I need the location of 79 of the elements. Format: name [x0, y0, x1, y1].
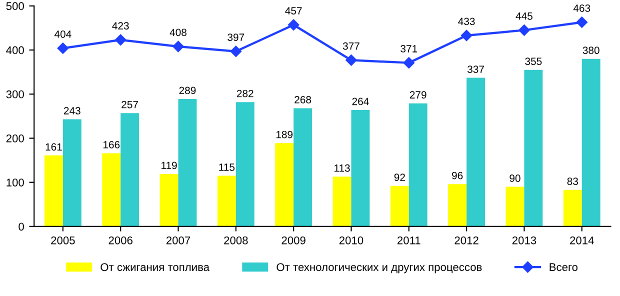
- bar: [506, 186, 524, 226]
- point: [576, 16, 588, 28]
- point: [346, 54, 357, 66]
- data-label: 257: [122, 100, 138, 108]
- data-label: 268: [294, 96, 312, 104]
- y-tick-label: 300: [6, 90, 24, 98]
- bar: [351, 110, 370, 226]
- data-label: 380: [582, 46, 600, 54]
- data-label: 282: [236, 90, 254, 98]
- bar: [44, 155, 63, 226]
- point: [114, 34, 126, 46]
- bar: [390, 186, 409, 226]
- bar: [582, 58, 600, 226]
- data-label: 92: [394, 174, 405, 182]
- point: [57, 42, 69, 54]
- point: [230, 46, 242, 57]
- data-label: 289: [179, 86, 196, 94]
- bar: [448, 184, 467, 226]
- data-label: 96: [452, 172, 463, 180]
- data-label: 463: [573, 4, 590, 12]
- data-label: 408: [170, 28, 186, 36]
- y-tick-label: 400: [6, 46, 24, 54]
- point: [460, 30, 472, 42]
- legend-label: Всего: [550, 263, 578, 272]
- data-label: 397: [228, 34, 244, 41]
- data-label: 371: [400, 45, 418, 52]
- bar: [62, 119, 82, 226]
- y-tick-label: 100: [6, 178, 24, 186]
- x-tick-label: 2006: [108, 236, 132, 244]
- bar: [524, 70, 543, 226]
- x-tick-label: 2007: [166, 236, 190, 244]
- data-label: 377: [342, 42, 360, 50]
- data-label: 404: [54, 30, 72, 38]
- x-tick-label: 2013: [512, 236, 536, 244]
- x-tick-label: 2014: [570, 236, 594, 244]
- point: [518, 24, 530, 36]
- bar: [294, 108, 312, 226]
- x-tick-label: 2008: [224, 236, 248, 244]
- data-label: 433: [458, 18, 475, 26]
- legend-label: От технологических и других процессов: [276, 263, 482, 274]
- data-label: 423: [112, 22, 129, 30]
- x-tick-label: 2009: [282, 236, 306, 244]
- point: [172, 40, 184, 52]
- bar: [160, 174, 178, 226]
- data-label: 90: [510, 174, 520, 182]
- bar: [102, 153, 121, 226]
- data-label: 161: [46, 143, 62, 151]
- data-label: 279: [410, 91, 426, 99]
- bar: [217, 176, 236, 226]
- data-label: 264: [352, 98, 369, 106]
- data-label: 119: [162, 162, 177, 170]
- bar: [332, 176, 352, 226]
- bar: [466, 78, 485, 226]
- legend-label: От сжигания топлива: [100, 263, 210, 272]
- data-label: 83: [567, 178, 578, 185]
- x-tick-label: 2011: [398, 236, 420, 244]
- data-label: 166: [103, 141, 120, 148]
- bar: [120, 113, 140, 226]
- bar: [563, 190, 582, 226]
- y-tick-label: 200: [6, 134, 24, 142]
- data-label: 113: [334, 164, 350, 172]
- data-label: 457: [285, 7, 302, 14]
- data-label: 337: [467, 66, 484, 73]
- data-label: 115: [219, 164, 235, 171]
- x-tick-label: 2012: [454, 236, 478, 244]
- data-label: 243: [64, 107, 80, 114]
- point: [403, 57, 414, 68]
- data-label: 189: [276, 130, 293, 138]
- point: [288, 19, 300, 30]
- data-label: 445: [516, 12, 532, 20]
- bar: [408, 103, 428, 226]
- y-tick-label: 0: [18, 222, 24, 231]
- x-tick-label: 2010: [339, 236, 364, 244]
- y-tick-label: 500: [6, 2, 24, 10]
- bar: [178, 98, 197, 226]
- data-label: 355: [525, 58, 542, 66]
- x-tick-label: 2005: [51, 236, 75, 244]
- bar: [236, 102, 254, 226]
- bar: [275, 143, 294, 226]
